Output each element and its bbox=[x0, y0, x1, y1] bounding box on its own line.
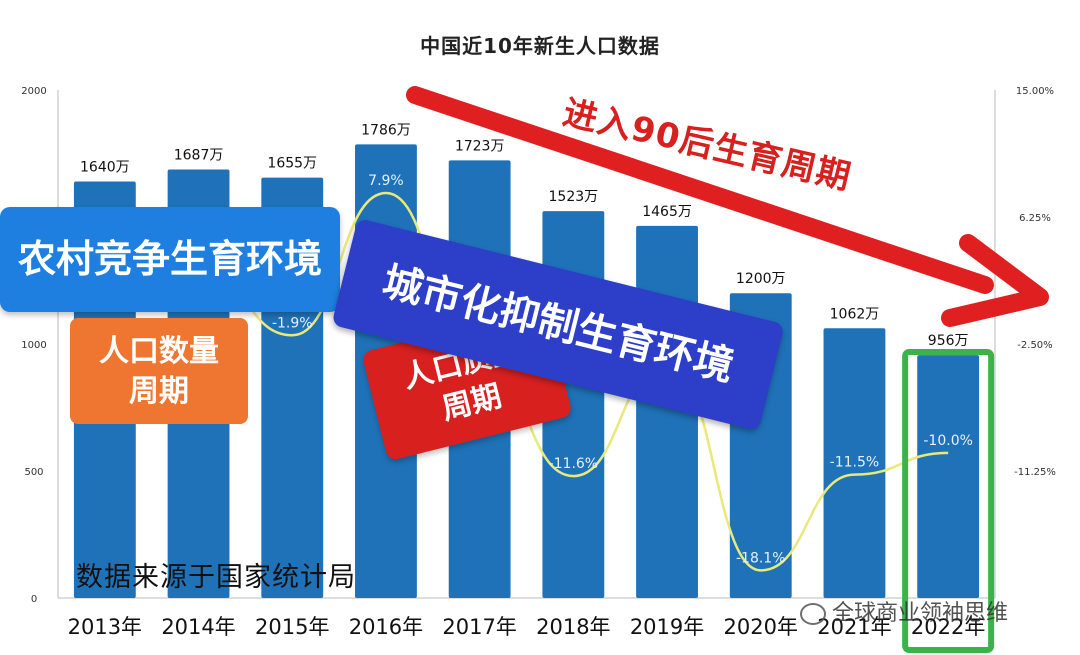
bar-value-label: 1523万 bbox=[549, 189, 599, 205]
bar-value-label: 1687万 bbox=[174, 148, 224, 164]
y-tick-label: 0 bbox=[31, 594, 37, 605]
rural-banner: 农村竞争生育环境 bbox=[0, 207, 340, 312]
growth-rate-label: -1.9% bbox=[272, 315, 313, 331]
x-tick-label: 2017年 bbox=[442, 615, 516, 639]
bar-value-label: 1640万 bbox=[80, 159, 130, 175]
x-tick-label: 2019年 bbox=[630, 615, 704, 639]
growth-rate-label: -10.0% bbox=[923, 433, 973, 449]
bar-value-label: 1062万 bbox=[830, 306, 880, 322]
y-tick-label: 2000 bbox=[21, 86, 46, 97]
bar-value-label: 1200万 bbox=[736, 271, 786, 287]
y-tick-label: 1000 bbox=[21, 340, 46, 351]
chart-title: 中国近10年新生人口数据 bbox=[420, 34, 660, 58]
y2-tick-label: -2.50% bbox=[1017, 340, 1052, 351]
y-tick-label: 500 bbox=[24, 467, 43, 478]
trend-arrow-shaft bbox=[406, 86, 994, 294]
x-tick-label: 2015年 bbox=[255, 615, 329, 639]
x-tick-label: 2021年 bbox=[817, 615, 891, 639]
y2-tick-label: 15.00% bbox=[1016, 86, 1054, 97]
wechat-icon bbox=[800, 603, 826, 625]
growth-rate-label: -11.6% bbox=[549, 456, 599, 472]
bar bbox=[823, 328, 886, 598]
bar-value-label: 1655万 bbox=[267, 156, 317, 172]
watermark-text: 全球商业领袖思维 bbox=[832, 601, 1009, 626]
watermark: 全球商业领袖思维 bbox=[800, 595, 1008, 627]
x-tick-label: 2022年 bbox=[911, 615, 985, 639]
x-tick-label: 2016年 bbox=[349, 615, 423, 639]
quantity-cycle-line2: 周期 bbox=[129, 374, 189, 409]
growth-rate-label: 7.9% bbox=[368, 173, 404, 189]
bar bbox=[917, 355, 980, 598]
highlight-box bbox=[902, 349, 995, 653]
x-tick-label: 2018年 bbox=[536, 615, 610, 639]
bar-value-label: 1786万 bbox=[361, 122, 411, 138]
x-tick-label: 2020年 bbox=[724, 615, 798, 639]
growth-rate-label: -18.1% bbox=[736, 550, 786, 566]
bar-value-label: 956万 bbox=[928, 333, 969, 349]
growth-rate-label: -11.5% bbox=[830, 455, 880, 471]
quantity-cycle-banner: 人口数量 周期 bbox=[70, 318, 248, 424]
y2-tick-label: 6.25% bbox=[1019, 213, 1051, 224]
bar-value-label: 1723万 bbox=[455, 138, 505, 154]
data-source-note: 数据来源于国家统计局 bbox=[76, 562, 356, 593]
quantity-cycle-line1: 人口数量 bbox=[99, 334, 219, 369]
trend-arrow-head bbox=[941, 234, 1049, 327]
x-tick-label: 2014年 bbox=[161, 615, 235, 639]
y2-tick-label: -11.25% bbox=[1014, 467, 1056, 478]
x-tick-label: 2013年 bbox=[68, 615, 142, 639]
bar-value-label: 1465万 bbox=[642, 204, 692, 220]
